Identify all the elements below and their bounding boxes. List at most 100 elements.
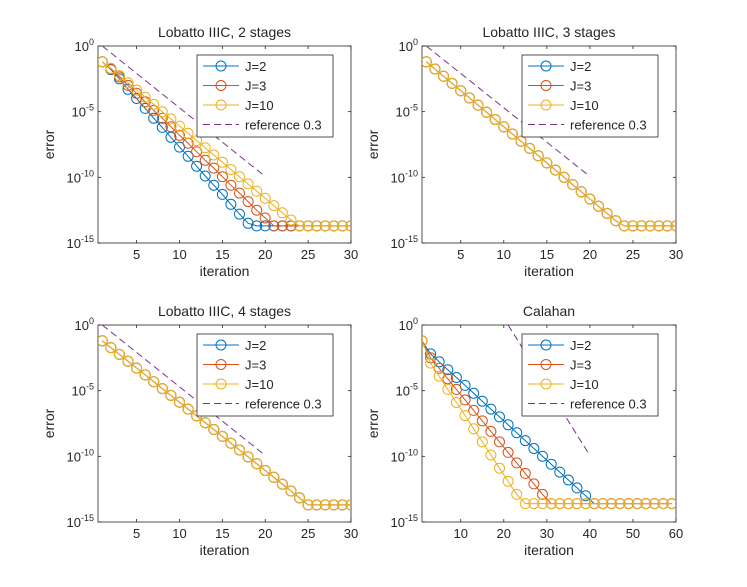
data-point (614, 498, 626, 510)
chart-panel-3: 5 10 15 20 25 30 100 10-5 10-10 10-15 Lobatto IIIC… (41, 303, 358, 558)
data-point (182, 150, 194, 162)
data-point (429, 63, 441, 75)
y-tick-label: 10-15 (391, 513, 418, 530)
legend-label: J=10 (245, 98, 274, 113)
data-point (148, 104, 160, 116)
x-tick-label: 25 (301, 247, 315, 262)
y-tick-label: 10-10 (391, 447, 418, 464)
data-point (105, 342, 117, 354)
data-point (558, 171, 570, 183)
data-point (511, 427, 523, 439)
data-point (268, 220, 280, 232)
legend-marker (540, 80, 552, 91)
x-axis-label: iteration (200, 263, 250, 279)
data-point (567, 179, 579, 191)
data-point (661, 220, 673, 232)
x-tick-label: 15 (540, 247, 554, 262)
data-point (666, 498, 676, 510)
series-line-reference-0-3 (425, 46, 591, 177)
data-point (593, 200, 604, 212)
legend-label: J=2 (570, 59, 591, 74)
data-point (502, 419, 514, 431)
data-point (311, 220, 323, 232)
data-point (174, 129, 185, 141)
data-point (627, 220, 639, 232)
data-point (537, 450, 548, 462)
x-axis-label: iteration (524, 542, 574, 558)
data-point (311, 499, 323, 511)
data-point (438, 70, 449, 82)
data-point (242, 217, 254, 229)
data-point (328, 220, 340, 232)
data-point (494, 411, 505, 423)
data-point (216, 171, 228, 183)
data-point (328, 499, 340, 511)
data-point (234, 187, 245, 199)
legend-label: J=2 (245, 59, 266, 74)
legend-label: J=10 (570, 98, 599, 113)
data-point (623, 498, 635, 510)
y-tick-label: 10-10 (67, 168, 94, 185)
x-tick-label: 20 (258, 247, 272, 262)
data-point (506, 128, 518, 140)
data-point (550, 164, 561, 176)
data-point (251, 220, 263, 232)
data-point (450, 383, 462, 395)
data-point (182, 127, 194, 139)
data-point (156, 383, 168, 395)
data-point (485, 449, 497, 461)
data-point (208, 149, 220, 161)
data-point (528, 478, 540, 490)
x-tick-label: 20 (583, 247, 597, 262)
legend-label: J=2 (570, 338, 591, 353)
data-point (554, 466, 566, 478)
x-tick-label: 15 (215, 526, 229, 541)
y-tick-label: 10-15 (67, 234, 94, 251)
data-point (225, 198, 237, 210)
data-point (481, 106, 493, 118)
y-tick-label: 10-15 (391, 234, 418, 251)
data-point (113, 70, 125, 81)
data-point (601, 207, 613, 219)
data-point (450, 397, 462, 408)
x-tick-label: 30 (344, 526, 358, 541)
chart-title: Lobatto IIIC, 3 stages (482, 24, 615, 40)
x-tick-label: 30 (540, 526, 554, 541)
data-point (199, 154, 211, 166)
data-point (259, 220, 271, 232)
x-tick-label: 15 (215, 247, 229, 262)
data-point (294, 492, 305, 504)
data-point (139, 369, 151, 381)
data-point (225, 437, 237, 449)
x-axis-label: iteration (524, 263, 574, 279)
legend-label: J=3 (570, 79, 591, 94)
y-axis-label: error (365, 129, 381, 159)
data-point (442, 364, 454, 376)
data-point (425, 357, 437, 369)
data-point (199, 417, 211, 429)
data-point (302, 499, 314, 511)
legend-label: J=2 (245, 338, 266, 353)
data-point (276, 478, 288, 490)
data-point (259, 192, 271, 204)
x-tick-label: 30 (669, 247, 683, 262)
series-line-j-10 (425, 61, 676, 227)
data-point (131, 362, 143, 374)
data-point (165, 389, 177, 401)
data-point (649, 498, 660, 510)
data-point (511, 457, 523, 469)
data-point (554, 498, 566, 510)
data-point (234, 171, 245, 183)
data-point (156, 106, 168, 118)
data-point (285, 214, 297, 226)
x-tick-label: 10 (454, 526, 468, 541)
series-line-reference-0-3 (101, 325, 266, 456)
x-tick-label: 25 (301, 526, 315, 541)
data-point (463, 92, 475, 104)
data-point (425, 348, 437, 360)
data-point (208, 424, 220, 435)
data-point (422, 335, 428, 347)
legend-marker (540, 60, 552, 72)
data-point (268, 471, 280, 483)
data-point (528, 443, 540, 454)
